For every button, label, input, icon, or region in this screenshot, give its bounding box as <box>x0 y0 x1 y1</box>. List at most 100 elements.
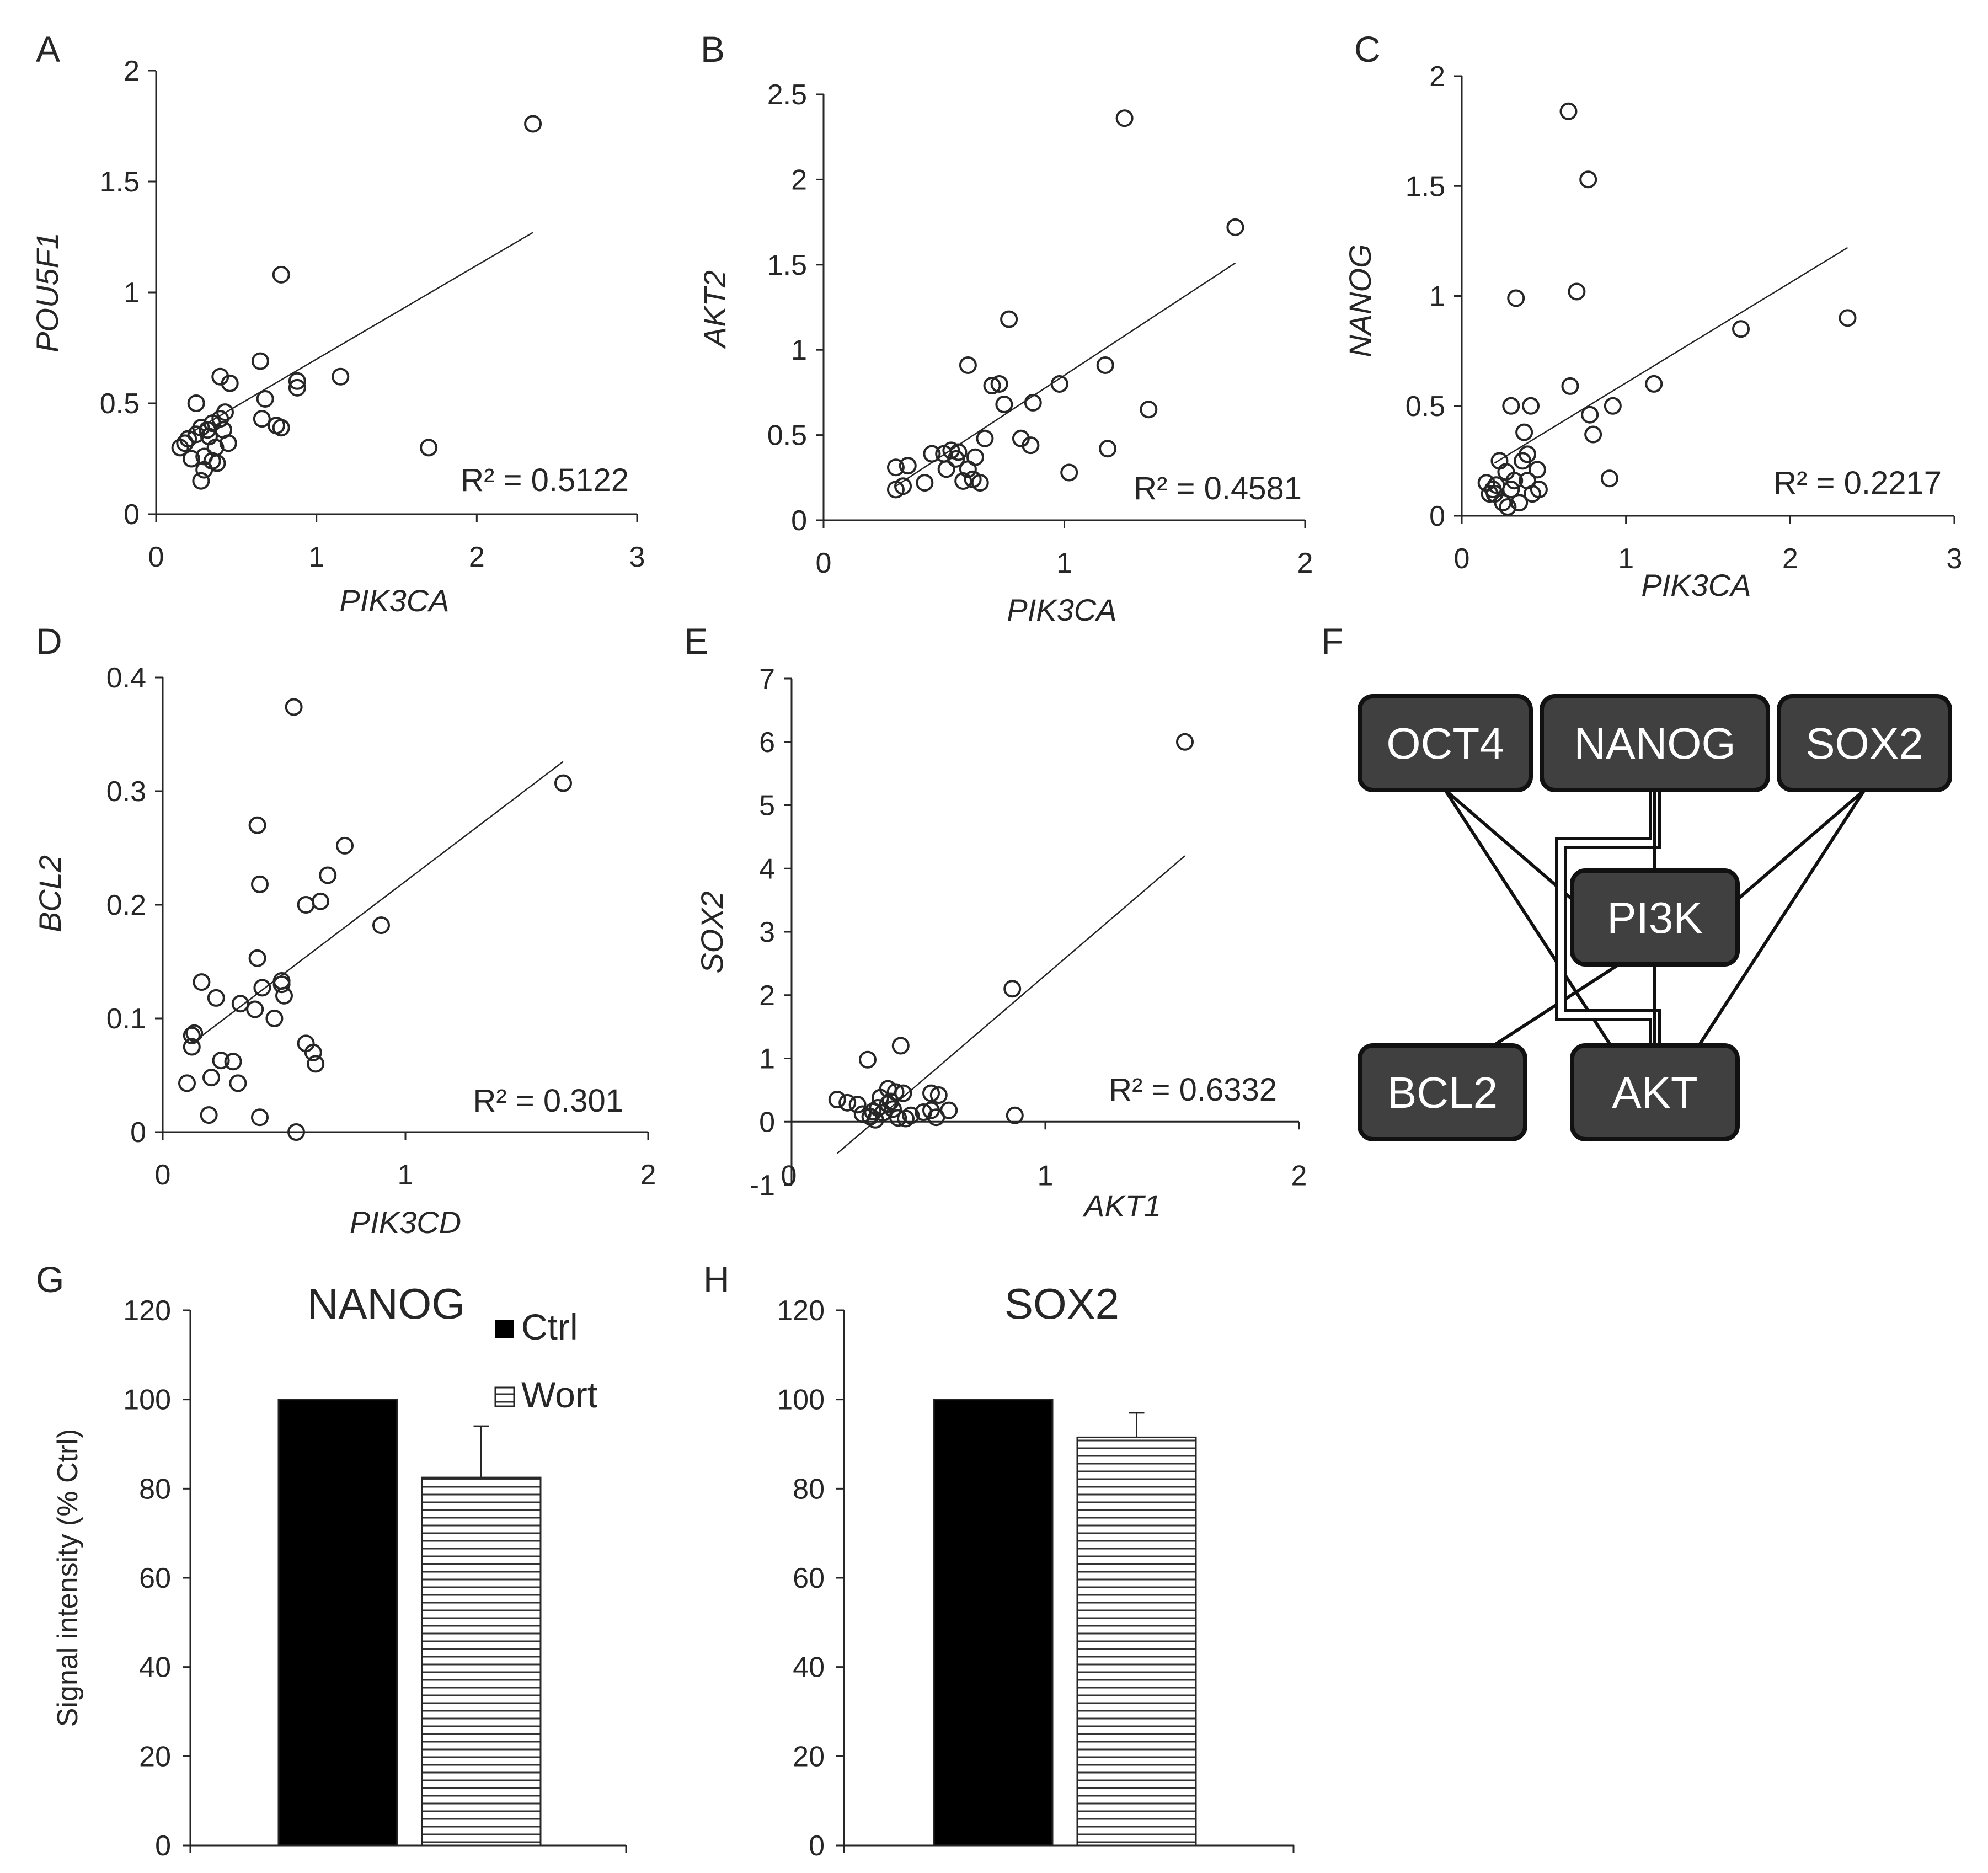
data-point-a <box>182 450 200 468</box>
x-tick-label-e: 2 <box>1291 1160 1307 1192</box>
node-pi3k: PI3K <box>1570 868 1740 967</box>
data-point-c <box>1507 289 1525 307</box>
data-point-d <box>272 975 291 994</box>
node-label-sox2: SOX2 <box>1805 719 1923 768</box>
data-point-e <box>902 1106 920 1124</box>
scatter-plot-c: 0 0.5 1 1.5 2 0 1 2 3 PIK3CA NANOG R² = 0.2217 <box>1343 61 1962 602</box>
y-tick-label-a: 2 <box>124 55 140 87</box>
data-point-a <box>208 454 226 472</box>
y-tick-label-e: -1 <box>750 1170 775 1202</box>
data-point-d <box>248 816 266 834</box>
r-squared-label-a: R² = 0.5122 <box>461 462 629 498</box>
data-point-a <box>221 374 239 392</box>
data-point-b <box>1096 356 1114 374</box>
y-axis-label-g: Signal intensity (% Ctrl) <box>52 1429 84 1727</box>
legend-label-wort: Wort <box>521 1374 597 1415</box>
trendline-b <box>895 262 1236 487</box>
data-point-a <box>524 115 542 133</box>
edge-sox2-pi3k <box>1736 788 1866 901</box>
data-point-b <box>886 458 905 477</box>
data-point-c <box>1839 309 1857 327</box>
data-point-e <box>1003 980 1022 998</box>
data-point-a <box>288 372 306 390</box>
data-point-d <box>202 1069 220 1087</box>
data-point-c <box>1732 320 1750 338</box>
data-point-a <box>256 389 274 408</box>
y-tick-label-b: 0 <box>791 505 807 537</box>
data-point-a <box>420 439 438 457</box>
data-point-a <box>332 367 350 386</box>
data-point-e <box>848 1096 867 1114</box>
data-point-c <box>1581 405 1599 424</box>
node-label-akt: AKT <box>1612 1068 1698 1117</box>
data-point-b <box>899 457 917 475</box>
data-point-c <box>1604 397 1622 415</box>
data-point-b <box>923 445 941 463</box>
x-tick-label-c: 1 <box>1618 543 1634 575</box>
y-tick-label-b: 2.5 <box>767 79 807 111</box>
y-tick-label-c: 2 <box>1429 61 1445 93</box>
y-axis-label-e: SOX2 <box>694 891 729 973</box>
node-box-pi3k <box>1570 868 1740 967</box>
data-point-a <box>251 352 269 370</box>
data-point-b <box>1000 310 1018 328</box>
data-point-c <box>1499 498 1517 516</box>
y-tick-label-g: 80 <box>139 1473 171 1505</box>
data-point-d <box>224 1053 242 1071</box>
y-tick-label-b: 2 <box>791 164 807 196</box>
r-squared-label-d: R² = 0.301 <box>473 1083 623 1119</box>
data-point-b <box>1024 393 1042 412</box>
y-tick-label-b: 1 <box>791 334 807 366</box>
data-point-d <box>304 1043 322 1061</box>
y-tick-label-e: 3 <box>759 916 775 948</box>
y-tick-label-e: 2 <box>759 980 775 1012</box>
y-tick-label-a: 0 <box>124 499 140 531</box>
r-squared-label-c: R² = 0.2217 <box>1773 465 1942 501</box>
data-point-b <box>949 443 968 461</box>
data-point-b <box>1099 440 1117 458</box>
y-axis-label-b: AKT2 <box>697 270 732 349</box>
data-point-a <box>216 403 234 421</box>
y-axis-label-d: BCL2 <box>33 855 67 932</box>
y-tick-label-h: 100 <box>777 1384 825 1416</box>
y-tick-label-d: 0 <box>130 1117 146 1149</box>
data-point-e <box>828 1091 846 1109</box>
data-point-c <box>1502 397 1520 415</box>
data-point-b <box>894 477 912 495</box>
data-point-a <box>192 472 210 490</box>
y-tick-label-b: 1.5 <box>767 249 807 281</box>
data-point-d <box>336 836 354 855</box>
data-point-b <box>959 356 977 374</box>
panel-letter-f: F <box>1321 621 1343 661</box>
data-point-b <box>971 474 989 492</box>
data-point-e <box>886 1083 905 1101</box>
data-point-b <box>954 472 972 490</box>
node-label-bcl2: BCL2 <box>1387 1068 1498 1117</box>
data-point-b <box>966 448 984 466</box>
bar-wort-g <box>421 1476 542 1847</box>
chart-title-h: SOX2 <box>1004 1279 1119 1328</box>
diagram-edges <box>1441 788 1866 1080</box>
data-point-b <box>1022 436 1040 455</box>
data-point-e <box>929 1086 948 1104</box>
data-point-c <box>1600 469 1618 488</box>
data-point-a <box>187 394 205 412</box>
data-point-a <box>272 265 290 284</box>
y-tick-label-c: 1.5 <box>1406 170 1445 202</box>
y-tick-label-h: 120 <box>777 1295 825 1327</box>
data-point-d <box>207 989 225 1007</box>
data-point-a <box>288 378 306 397</box>
data-point-e <box>1176 733 1194 751</box>
data-point-e <box>922 1084 940 1102</box>
data-point-d <box>265 1010 284 1027</box>
scatter-plot-a: 0 0.5 1 1.5 2 0 1 2 3 PIK3CA POU5F1 R² = 0.5122 <box>30 55 645 618</box>
node-label-nanog: NANOG <box>1574 719 1735 768</box>
data-point-c <box>1505 472 1524 490</box>
data-point-e <box>881 1092 900 1111</box>
node-label-pi3k: PI3K <box>1607 893 1702 942</box>
data-point-d <box>287 1123 305 1141</box>
y-tick-label-h: 20 <box>793 1741 825 1773</box>
data-point-c <box>1528 461 1546 479</box>
data-point-c <box>1522 397 1540 415</box>
